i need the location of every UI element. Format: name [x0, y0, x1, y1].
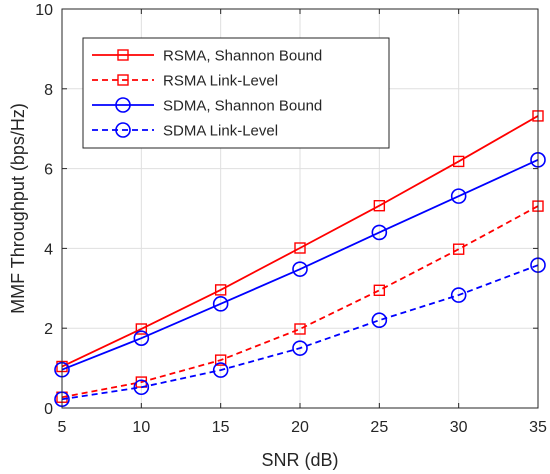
y-tick-label: 0: [44, 401, 53, 418]
legend-marker: [117, 49, 129, 61]
data-point: [452, 155, 465, 168]
series-line: [61, 264, 539, 401]
data-point: [292, 261, 308, 277]
legend-item: SDMA Link-Level: [92, 122, 278, 140]
x-tick-label: 10: [132, 419, 150, 436]
series-line: [61, 159, 539, 371]
data-point: [212, 296, 229, 312]
data-point: [214, 284, 227, 296]
legend-label: SDMA, Shannon Bound: [163, 98, 322, 115]
series-line: [61, 205, 539, 399]
data-point: [373, 284, 386, 296]
data-point: [133, 379, 150, 396]
legend-item: SDMA, Shannon Bound: [92, 97, 322, 115]
data-point: [371, 312, 388, 329]
legend-marker: [117, 74, 129, 86]
data-point: [292, 340, 308, 356]
series-line: [61, 115, 539, 368]
x-tick-label: 15: [212, 419, 230, 436]
x-tick-label: 30: [450, 419, 468, 436]
legend-label: SDMA Link-Level: [163, 123, 278, 140]
y-axis-label: MMF Throughput (bps/Hz): [8, 103, 28, 314]
legend-item: RSMA, Shannon Bound: [92, 48, 322, 65]
legend: RSMA, Shannon Bound RSMA Link-Level SDMA, …: [82, 37, 390, 149]
y-tick-label: 8: [44, 82, 53, 99]
x-tick-label: 25: [370, 419, 388, 436]
data-point: [294, 323, 306, 335]
data-point: [212, 362, 229, 378]
series-3: [54, 152, 546, 378]
data-point: [452, 243, 465, 255]
x-tick-label: 5: [58, 419, 67, 436]
y-tick-label: 6: [44, 162, 53, 179]
legend-marker: [115, 97, 131, 113]
data-point: [294, 242, 306, 254]
data-point: [133, 330, 150, 346]
y-tick-label: 10: [35, 2, 53, 19]
y-tick-label: 4: [44, 241, 53, 258]
axis-ticks: 5 10 15 20 25 30 35 0 2 4 6 8 10: [35, 2, 547, 436]
data-point: [371, 224, 388, 241]
legend-item: RSMA Link-Level: [92, 73, 278, 90]
legend-label: RSMA, Shannon Bound: [163, 48, 322, 65]
x-tick-label: 20: [291, 419, 309, 436]
legend-label: RSMA Link-Level: [163, 73, 278, 90]
legend-marker: [115, 122, 131, 138]
x-tick-label: 35: [529, 419, 547, 436]
data-point: [450, 188, 467, 204]
data-point: [373, 200, 386, 212]
data-point: [135, 323, 148, 335]
y-tick-label: 2: [44, 321, 53, 338]
data-point: [450, 287, 467, 303]
data-point: [214, 354, 227, 366]
x-axis-label: SNR (dB): [261, 450, 338, 470]
series-2: [56, 200, 544, 403]
